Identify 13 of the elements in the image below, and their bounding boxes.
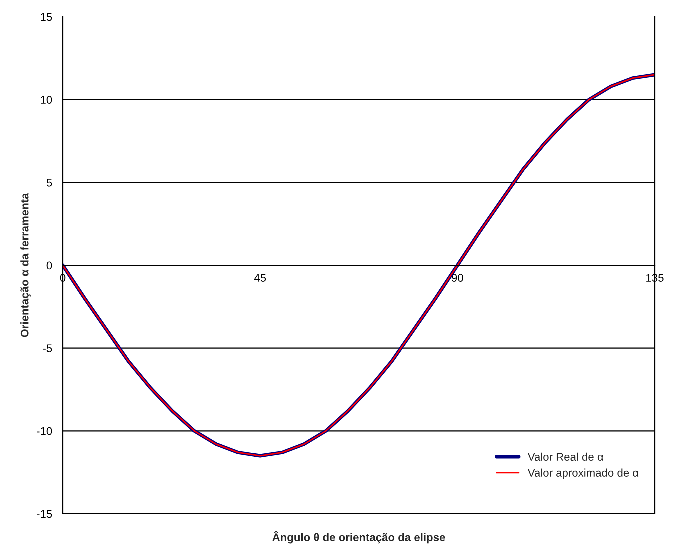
legend-label: Valor Real de α: [528, 452, 604, 462]
y-tick-label: -15: [37, 510, 52, 518]
x-axis-title: Ângulo θ de orientação da elipse: [272, 531, 446, 544]
x-tick-label: 45: [254, 274, 266, 282]
x-tick-label: 90: [452, 274, 464, 282]
y-tick-label: -5: [43, 344, 52, 352]
y-tick-label: 15: [41, 13, 52, 22]
y-tick-label: 5: [46, 179, 52, 187]
legend-label: Valor aproximado de α: [528, 468, 639, 480]
y-axis-title: Orientação α da ferramenta: [20, 193, 31, 338]
y-tick-label: 10: [41, 96, 52, 104]
y-tick-label: 0: [46, 262, 52, 270]
y-tick-label: -10: [37, 427, 52, 436]
